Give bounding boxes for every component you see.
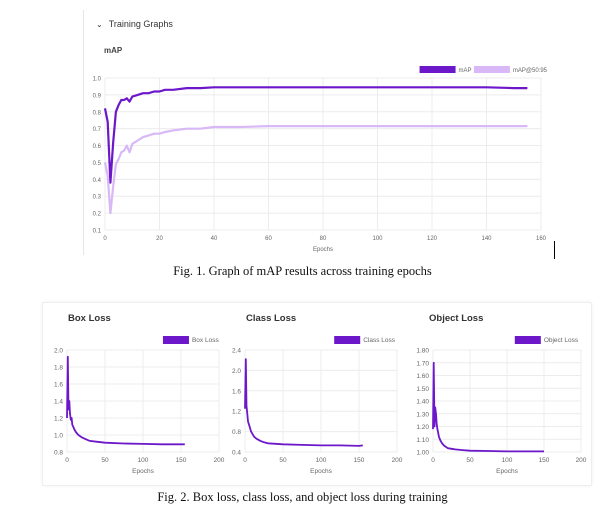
map-chart: 0.1 0.2 0.3 0.4 0.5 0.6 0.7 0.8 0.9 1.0 0 20 40 60 80 1… [93,66,548,253]
x-axis-label: Epochs [313,247,333,253]
series-line-map-50-95 [103,125,528,215]
series-line-class-loss [244,358,363,447]
y-tick-label: 2.4 [232,348,241,355]
x-tick-label: 200 [576,457,587,464]
legend-label: mAP@50:95 [513,68,548,74]
legend-label: Class Loss [363,337,396,344]
x-tick-label: 160 [536,236,547,242]
y-tick-label: 1.00 [416,450,429,457]
y-tick-label: 0.3 [93,195,102,201]
object-loss-chart: 1.00 1.10 1.20 1.30 1.40 1.50 1.60 1.70 1.80 0 50 1… [416,336,587,475]
loss-charts-panel: Box Loss Class Loss Object Loss 0.8 1.0 1.… [42,302,592,486]
legend-swatch [419,66,456,73]
legend-swatch [473,66,510,73]
class-loss-title: Class Loss [246,313,297,324]
training-graphs-panel: ⌄ Training Graphs mAP 0.1 0.2 0.3 0.4 0.5 0.6… [83,10,554,255]
x-tick-label: 100 [372,236,383,242]
y-tick-label: 1.2 [54,416,63,423]
object-loss-title: Object Loss [429,313,484,324]
x-tick-label: 20 [156,236,163,242]
x-tick-label: 40 [211,236,218,242]
text-cursor [554,241,555,259]
legend-swatch [514,336,541,344]
x-tick-label: 50 [101,457,109,464]
y-tick-label: 1.2 [232,409,241,416]
x-tick-label: 100 [316,457,327,464]
x-tick-label: 120 [427,236,438,242]
series-line-object-loss [432,361,544,453]
x-axis-label: Epochs [496,468,518,475]
y-tick-label: 0.2 [93,212,102,218]
y-tick-label: 0.5 [93,161,102,167]
y-tick-label: 0.4 [93,178,102,184]
y-tick-label: 1.0 [93,77,102,83]
section-label: Training Graphs [108,19,173,29]
legend-swatch [334,336,361,344]
x-tick-label: 0 [65,457,69,464]
x-tick-label: 80 [320,236,327,242]
figure-2-caption: Fig. 2. Box loss, class loss, and object… [157,490,448,504]
x-tick-label: 200 [392,457,403,464]
y-tick-label: 1.10 [416,437,429,444]
y-tick-label: 2.0 [54,348,63,355]
y-tick-label: 1.20 [416,424,429,431]
series-line-map [103,86,528,184]
x-tick-label: 140 [481,236,492,242]
y-tick-label: 2.0 [232,368,241,375]
x-axis-label: Epochs [132,468,154,475]
class-loss-chart: 0.4 0.8 1.2 1.6 2.0 2.4 0 50 100 150 200 Epochs Clas… [232,336,403,475]
x-tick-label: 60 [265,236,272,242]
series-line-box-loss [66,355,185,446]
x-tick-label: 100 [138,457,149,464]
y-tick-label: 1.30 [416,411,429,418]
x-tick-label: 200 [214,457,225,464]
y-tick-label: 0.6 [93,144,102,150]
legend-label: Box Loss [192,337,219,344]
legend-label: mAP [459,68,472,74]
y-tick-label: 1.6 [54,382,63,389]
y-tick-label: 0.7 [93,127,102,133]
x-tick-label: 50 [279,457,287,464]
box-loss-chart: 0.8 1.0 1.2 1.4 1.6 1.8 2.0 0 50 100 150 200 Epochs B… [54,336,225,475]
y-tick-label: 0.8 [93,110,102,116]
y-tick-label: 0.1 [93,229,102,235]
y-tick-label: 0.4 [232,450,241,457]
y-tick-label: 1.50 [416,386,429,393]
legend-label: Object Loss [544,337,579,344]
y-tick-label: 1.6 [232,388,241,395]
figure-1-caption: Fig. 1. Graph of mAP results across trai… [173,264,432,278]
training-graphs-header[interactable]: ⌄ Training Graphs [96,19,173,29]
x-tick-label: 100 [502,457,513,464]
x-tick-label: 0 [431,457,435,464]
y-tick-label: 1.70 [416,360,429,367]
y-tick-label: 1.60 [416,373,429,380]
box-loss-title: Box Loss [68,313,111,324]
x-tick-label: 0 [243,457,247,464]
y-tick-label: 1.80 [416,348,429,355]
x-axis-label: Epochs [310,468,332,475]
y-tick-label: 1.8 [54,365,63,372]
y-tick-label: 1.40 [416,399,429,406]
chevron-down-icon[interactable]: ⌄ [96,19,103,29]
x-tick-label: 150 [539,457,550,464]
y-tick-label: 0.9 [93,93,102,99]
x-tick-label: 150 [354,457,365,464]
legend-swatch [162,336,189,344]
y-tick-label: 1.0 [54,433,63,440]
x-tick-label: 50 [466,457,474,464]
x-tick-label: 150 [176,457,187,464]
x-tick-label: 0 [103,236,107,242]
y-tick-label: 0.8 [54,450,63,457]
map-chart-title: mAP [104,46,123,55]
y-tick-label: 1.4 [54,399,63,406]
y-tick-label: 0.8 [232,429,241,436]
